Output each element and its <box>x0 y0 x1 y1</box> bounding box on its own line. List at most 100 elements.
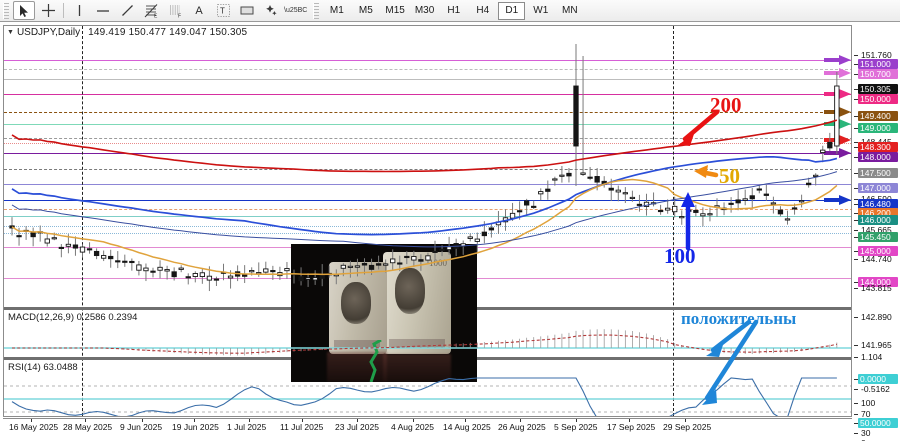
cursor-tool-icon[interactable] <box>13 1 35 20</box>
time-tick <box>249 419 250 422</box>
ma200-annotation: 200 <box>710 93 742 117</box>
level-arrow-tail <box>824 92 840 96</box>
level-arrow-head-icon <box>839 55 851 65</box>
timeframe-m1[interactable]: M1 <box>329 5 344 16</box>
fibonacci-tool-icon[interactable]: E <box>140 1 162 20</box>
level-arrow-tail <box>824 138 840 142</box>
level-arrow-head-icon <box>839 89 851 99</box>
timeframe-m5[interactable]: M5 <box>358 5 373 16</box>
toolbar-grip-2[interactable] <box>313 2 320 19</box>
toolbar-separator-1 <box>63 3 64 18</box>
timeframe-h4[interactable]: H4 <box>476 5 490 16</box>
chart-menu-caret-icon[interactable]: ▼ <box>7 29 14 36</box>
time-tick <box>465 419 466 422</box>
crosshair-tool-icon[interactable] <box>37 1 59 20</box>
time-tick <box>576 419 577 422</box>
level-line <box>4 209 851 210</box>
text-tool-icon[interactable]: A <box>195 4 203 17</box>
ma100-annotation: 100 <box>664 244 696 268</box>
price-tick <box>854 414 858 415</box>
shapes-tool-icon[interactable] <box>260 1 282 20</box>
symbol-header: ▼ USDJPY,Daily 149.419 150.477 149.047 1… <box>4 26 851 39</box>
price-tick <box>854 157 858 158</box>
timeframe-h1[interactable]: H1 <box>447 5 461 16</box>
price-tick <box>854 142 858 143</box>
rectangle-tool-icon[interactable] <box>236 1 258 20</box>
price-label: 148.000 <box>858 152 898 162</box>
price-label: 145.665 <box>861 225 892 235</box>
price-scale[interactable]: 151.760 151.000 150.700 150.305 150.000 149.4… <box>853 25 900 441</box>
price-tick <box>854 345 858 346</box>
shapes-dropdown-caret-icon[interactable]: \u25BC <box>284 7 308 14</box>
level-line <box>4 79 851 80</box>
svg-text:E: E <box>154 13 158 18</box>
price-tick <box>854 237 858 238</box>
yen-banknote: 1000 <box>383 252 451 354</box>
timeframe-m15[interactable]: M15 <box>385 5 405 16</box>
price-tick <box>854 173 858 174</box>
price-tick <box>854 379 858 380</box>
level-line <box>4 143 851 144</box>
symbol-label: USDJPY,Daily <box>16 27 81 38</box>
time-tick <box>413 419 414 422</box>
price-label: 50.0000 <box>858 418 898 428</box>
price-tick <box>854 204 858 205</box>
price-tick <box>854 288 858 289</box>
price-label: 30 <box>861 428 871 438</box>
label-tool-icon[interactable]: T <box>212 1 234 20</box>
price-tick <box>854 55 858 56</box>
level-line <box>4 226 851 227</box>
level-line <box>4 216 851 217</box>
level-line <box>4 112 851 113</box>
price-label: 1.104 <box>861 352 883 362</box>
level-arrow-head-icon <box>839 195 851 205</box>
level-line <box>4 69 851 70</box>
equidistant-channel-tool-icon[interactable]: F <box>164 1 186 20</box>
price-label: 144.740 <box>861 254 892 264</box>
timeframe-d1[interactable]: D1 <box>498 1 526 20</box>
price-tick <box>854 128 858 129</box>
price-tick <box>854 188 858 189</box>
level-line <box>4 94 851 95</box>
timeframe-group: M1 M5 M15 M30 H1 H4 D1 W1 MN <box>322 1 584 20</box>
time-tick <box>194 419 195 422</box>
time-tick <box>85 419 86 422</box>
level-arrow-tail <box>824 58 840 62</box>
price-plot[interactable]: ▼ USDJPY,Daily 149.419 150.477 149.047 1… <box>3 25 852 417</box>
time-label: 17 Sep 2025 <box>607 422 656 432</box>
time-label: 1 Jul 2025 <box>227 422 267 432</box>
price-label: -0.5162 <box>861 384 890 394</box>
price-tick <box>854 64 858 65</box>
price-label: 145.000 <box>858 246 898 256</box>
level-line <box>4 138 851 139</box>
price-tick <box>854 89 858 90</box>
level-arrow-head-icon <box>839 135 851 145</box>
level-arrow-tail <box>824 71 840 75</box>
level-arrow-tail <box>824 151 840 155</box>
trendline-tool-icon[interactable] <box>116 1 138 20</box>
positive-arrows-icon <box>702 319 759 405</box>
level-line <box>4 124 851 125</box>
price-label: 151.000 <box>858 59 898 69</box>
vertical-line-tool-icon[interactable] <box>68 1 90 20</box>
level-arrow-tail <box>824 198 840 202</box>
time-tick <box>520 419 521 422</box>
svg-text:T: T <box>220 7 225 16</box>
level-arrow-tail <box>824 122 840 126</box>
price-label: 141.965 <box>861 340 892 350</box>
price-label: 151.760 <box>861 50 892 60</box>
price-label: 100 <box>861 398 876 408</box>
price-tick <box>854 433 858 434</box>
timeframe-mn[interactable]: MN <box>561 5 578 16</box>
level-line <box>4 60 851 61</box>
horizontal-line-tool-icon[interactable] <box>92 1 114 20</box>
toolbar-grip-1[interactable] <box>3 2 9 19</box>
price-label: 150.700 <box>858 69 898 79</box>
chart-area: ▼ USDJPY,Daily 149.419 150.477 149.047 1… <box>0 22 900 441</box>
timeframe-w1[interactable]: W1 <box>533 5 549 16</box>
svg-text:F: F <box>178 13 181 18</box>
timeframe-m30[interactable]: M30 <box>414 5 435 16</box>
price-label: 146.200 <box>858 208 898 218</box>
price-tick <box>854 251 858 252</box>
